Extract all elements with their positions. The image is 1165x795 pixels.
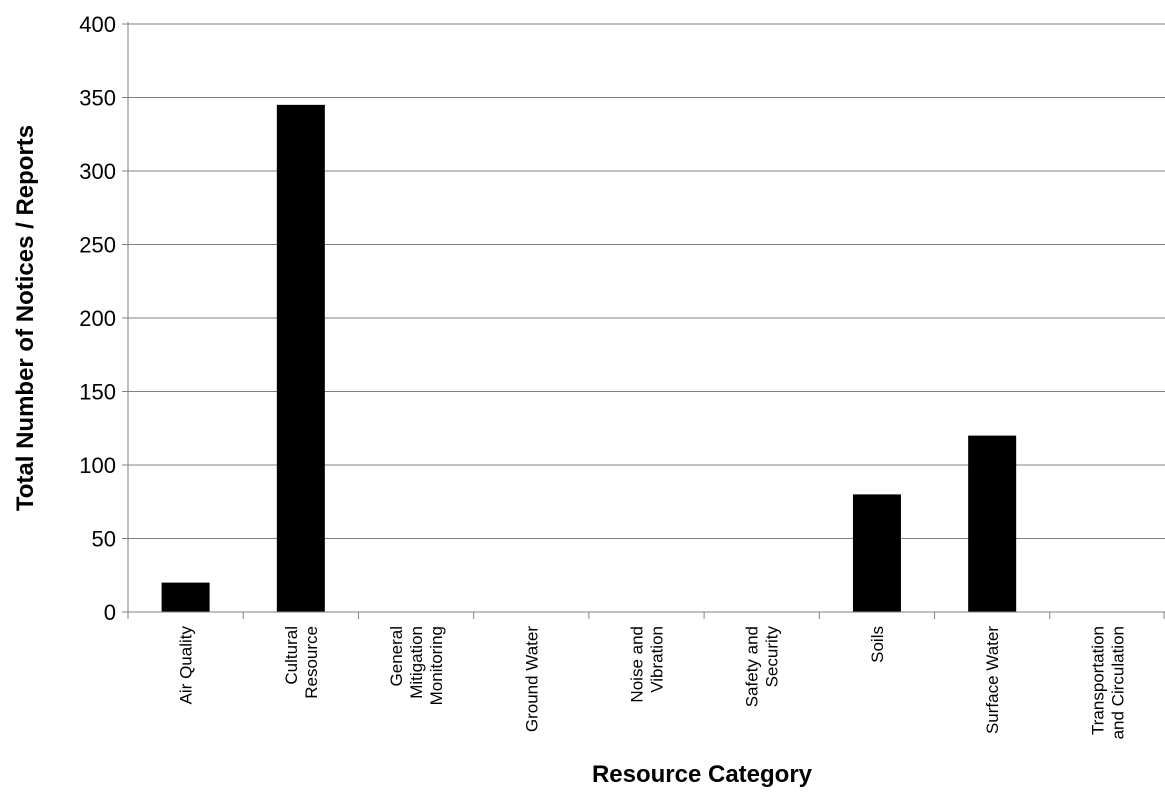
x-category-label-line: Air Quality (177, 626, 196, 705)
x-category-label-line: Mitigation (407, 626, 426, 699)
x-category-label-line: Surface Water (983, 626, 1002, 734)
x-category-label: Air Quality (177, 626, 196, 705)
x-category-label: Ground Water (522, 626, 541, 732)
x-category-label-line: Noise and (628, 626, 647, 703)
bar (161, 582, 210, 612)
x-category-label: General Mitigation Monitoring (387, 626, 446, 705)
x-category-label: Safety and Security (743, 626, 782, 708)
bar (968, 435, 1017, 612)
y-tick-label: 100 (79, 453, 116, 478)
x-category-label: Noise and Vibration (628, 626, 667, 703)
y-tick-label: 0 (104, 600, 116, 625)
x-category-label-line: Resource (302, 626, 321, 699)
x-category-label-line: Monitoring (427, 626, 446, 705)
x-category-label: Surface Water (983, 626, 1002, 734)
bar (276, 104, 325, 612)
x-axis-title: Resource Category (592, 761, 813, 788)
x-category-label-line: Safety and (743, 626, 762, 707)
y-tick-label: 150 (79, 380, 116, 405)
x-category-label: Transportation and Circulation (1088, 626, 1127, 739)
x-category-label-line: and Circulation (1108, 626, 1127, 739)
x-category-labels: Air Quality Cultural Resource General Mitiga… (177, 626, 1128, 740)
x-category-label-line: Security (763, 626, 782, 688)
x-category-label-line: Soils (868, 626, 887, 663)
bars (161, 104, 1017, 612)
y-axis-title: Total Number of Notices / Reports (12, 125, 39, 511)
x-category-label-line: Transportation (1088, 626, 1107, 735)
y-tick-label: 50 (92, 527, 116, 552)
x-category-label-line: Cultural (282, 626, 301, 685)
bar (852, 494, 901, 612)
y-tick-label: 400 (79, 12, 116, 37)
x-category-label: Cultural Resource (282, 626, 321, 699)
y-tick-label: 200 (79, 306, 116, 331)
axes (122, 22, 1165, 619)
x-category-label: Soils (868, 626, 887, 663)
y-tick-label: 250 (79, 233, 116, 258)
y-tick-label: 350 (79, 86, 116, 111)
x-category-label-line: Ground Water (522, 626, 541, 732)
y-tick-labels: 0 50 100 150 200 250 300 350 400 (79, 12, 116, 625)
x-category-label-line: Vibration (648, 626, 667, 693)
x-category-label-line: General (387, 626, 406, 686)
y-tick-label: 300 (79, 159, 116, 184)
